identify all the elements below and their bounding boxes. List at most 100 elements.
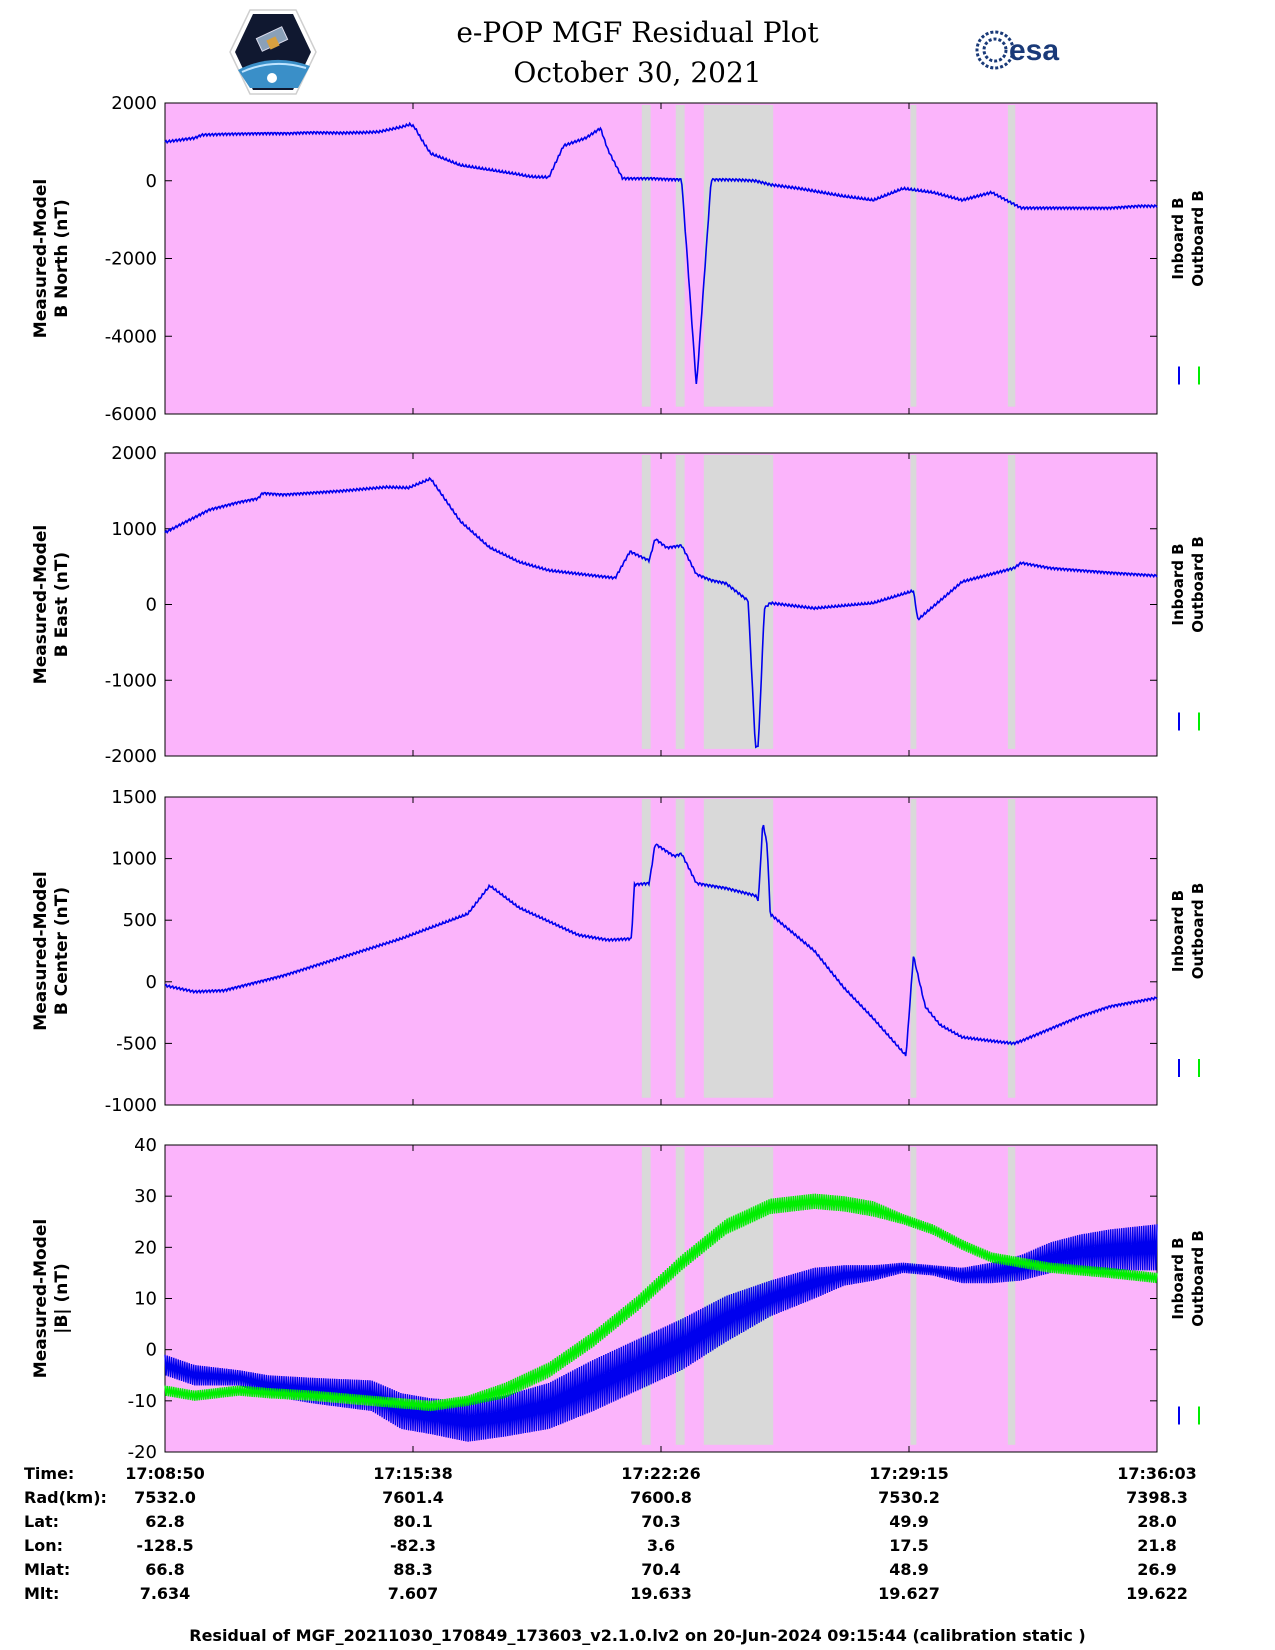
info-value-rad: 7600.8: [630, 1488, 692, 1507]
info-value-lon: 21.8: [1137, 1536, 1177, 1555]
info-label-lat: Lat:: [24, 1512, 60, 1531]
inboard-b-series: [164, 1224, 1158, 1442]
data-gap: [910, 1147, 917, 1445]
y-tick-label: 0: [146, 171, 157, 192]
y-tick-label: 0: [146, 595, 157, 616]
legend-inboard-label: Inboard B: [1169, 1237, 1187, 1319]
y-axis-label-line: Measured-Model: [31, 871, 51, 1030]
data-gap: [1007, 105, 1016, 407]
info-value-rad: 7530.2: [878, 1488, 940, 1507]
y-tick-label: -4000: [105, 326, 157, 347]
data-gap: [641, 799, 651, 1098]
y-tick-label: -10: [128, 1391, 157, 1412]
info-value-mlat: 66.8: [145, 1560, 185, 1579]
y-tick-label: 1000: [111, 849, 157, 870]
info-value-rad: 7601.4: [382, 1488, 444, 1507]
y-axis-label-line: |B| (nT): [52, 1263, 72, 1334]
data-gap: [703, 455, 774, 749]
data-gap: [1007, 799, 1016, 1098]
legend-outboard-label: Outboard B: [1189, 883, 1207, 980]
inboard-b-series: [164, 121, 1158, 384]
data-gap: [675, 1147, 685, 1445]
inboard-b-series: [164, 824, 1158, 1057]
legend-outboard-label: Outboard B: [1189, 1230, 1207, 1327]
data-gap: [1007, 1147, 1016, 1445]
info-label-time: Time:: [24, 1464, 75, 1483]
y-tick-label: 40: [134, 1135, 157, 1156]
info-value-mlat: 70.4: [641, 1560, 681, 1579]
y-tick-label: 0: [146, 1340, 157, 1361]
info-row-time: Time: 17:08:50 17:15:38 17:22:26 17:29:15 17:…: [0, 1464, 1275, 1488]
y-axis-label-line: Measured-Model: [31, 179, 51, 338]
data-gap: [675, 799, 685, 1098]
info-value-lon: -128.5: [136, 1536, 194, 1555]
y-tick-label: 0: [146, 972, 157, 993]
info-value-mlat: 88.3: [393, 1560, 433, 1579]
info-value-rad: 7532.0: [134, 1488, 196, 1507]
info-value-time: 17:36:03: [1117, 1464, 1197, 1483]
info-value-lat: 62.8: [145, 1512, 185, 1531]
y-axis-label: Measured-ModelB North (nT): [31, 179, 72, 338]
orbit-info-table: Time: 17:08:50 17:15:38 17:22:26 17:29:15 17:…: [0, 1464, 1275, 1614]
y-tick-label: -20: [128, 1442, 157, 1463]
info-label-lon: Lon:: [24, 1536, 63, 1555]
info-label-mlt: Mlt:: [24, 1584, 60, 1603]
data-gap: [910, 105, 917, 407]
info-row-lat: Lat: 62.8 80.1 70.3 49.9 28.0: [0, 1512, 1275, 1536]
y-tick-label: 20: [134, 1237, 157, 1258]
y-tick-label: 1500: [111, 787, 157, 808]
info-value-lat: 49.9: [889, 1512, 929, 1531]
esa-logo-text: esa: [1009, 34, 1059, 67]
outboard-b-series: [164, 1193, 1158, 1412]
info-value-mlat: 26.9: [1137, 1560, 1177, 1579]
legend-inboard-label: Inboard B: [1169, 890, 1187, 972]
cassiope-mission-patch-logo: [229, 9, 317, 95]
y-tick-label: -1000: [105, 1095, 157, 1116]
info-value-time: 17:15:38: [373, 1464, 453, 1483]
data-gap: [675, 455, 685, 749]
panel-2: 2000 1000 0 -1000 -2000 Measured-ModelB East …: [31, 443, 1207, 767]
inboard-b-series: [164, 476, 1158, 749]
info-value-lat: 80.1: [393, 1512, 433, 1531]
info-label-rad: Rad(km):: [24, 1488, 107, 1507]
y-tick-label: -6000: [105, 404, 157, 425]
plot-title-line2: October 30, 2021: [513, 56, 762, 89]
y-tick-label: -1000: [105, 670, 157, 691]
legend-outboard-label: Outboard B: [1189, 190, 1207, 287]
footer-caption: Residual of MGF_20211030_170849_173603_v…: [189, 1626, 1086, 1645]
panel-1: 2000 0 -2000 -4000 -6000 Measured-ModelB Nort…: [31, 93, 1207, 425]
data-gap: [910, 455, 917, 749]
info-value-lon: 17.5: [889, 1536, 929, 1555]
info-row-mlt: Mlt: 7.634 7.607 19.633 19.627 19.622: [0, 1584, 1275, 1608]
y-tick-label: -500: [116, 1033, 157, 1054]
info-value-mlt: 7.634: [139, 1584, 191, 1603]
data-gap: [910, 799, 917, 1098]
info-value-lat: 28.0: [1137, 1512, 1177, 1531]
info-row-mlat: Mlat: 66.8 88.3 70.4 48.9 26.9: [0, 1560, 1275, 1584]
esa-logo: esa: [975, 30, 1059, 70]
y-axis-label-line: Measured-Model: [31, 1219, 51, 1378]
info-row-lon: Lon: -128.5 -82.3 3.6 17.5 21.8: [0, 1536, 1275, 1560]
y-tick-label: 2000: [111, 443, 157, 464]
legend-inboard-label: Inboard B: [1169, 543, 1187, 625]
panel-background: [165, 103, 1157, 414]
info-value-time: 17:08:50: [125, 1464, 205, 1483]
y-axis-label-line: Measured-Model: [31, 525, 51, 684]
y-axis-label-line: B Center (nT): [52, 887, 72, 1015]
info-value-time: 17:29:15: [869, 1464, 949, 1483]
info-value-mlt: 19.622: [1126, 1584, 1188, 1603]
data-gap: [703, 105, 774, 407]
info-value-time: 17:22:26: [621, 1464, 701, 1483]
info-value-mlt: 7.607: [387, 1584, 439, 1603]
data-gap: [703, 799, 774, 1098]
y-tick-label: -2000: [105, 249, 157, 270]
plot-title-line1: e-POP MGF Residual Plot: [456, 16, 819, 49]
y-axis-label: Measured-ModelB Center (nT): [31, 871, 72, 1030]
y-tick-label: 1000: [111, 519, 157, 540]
info-value-lat: 70.3: [641, 1512, 681, 1531]
panel-background: [165, 453, 1157, 756]
y-tick-label: 500: [123, 910, 157, 931]
y-axis-label-line: B East (nT): [52, 552, 72, 657]
y-axis-label: Measured-ModelB East (nT): [31, 525, 72, 684]
